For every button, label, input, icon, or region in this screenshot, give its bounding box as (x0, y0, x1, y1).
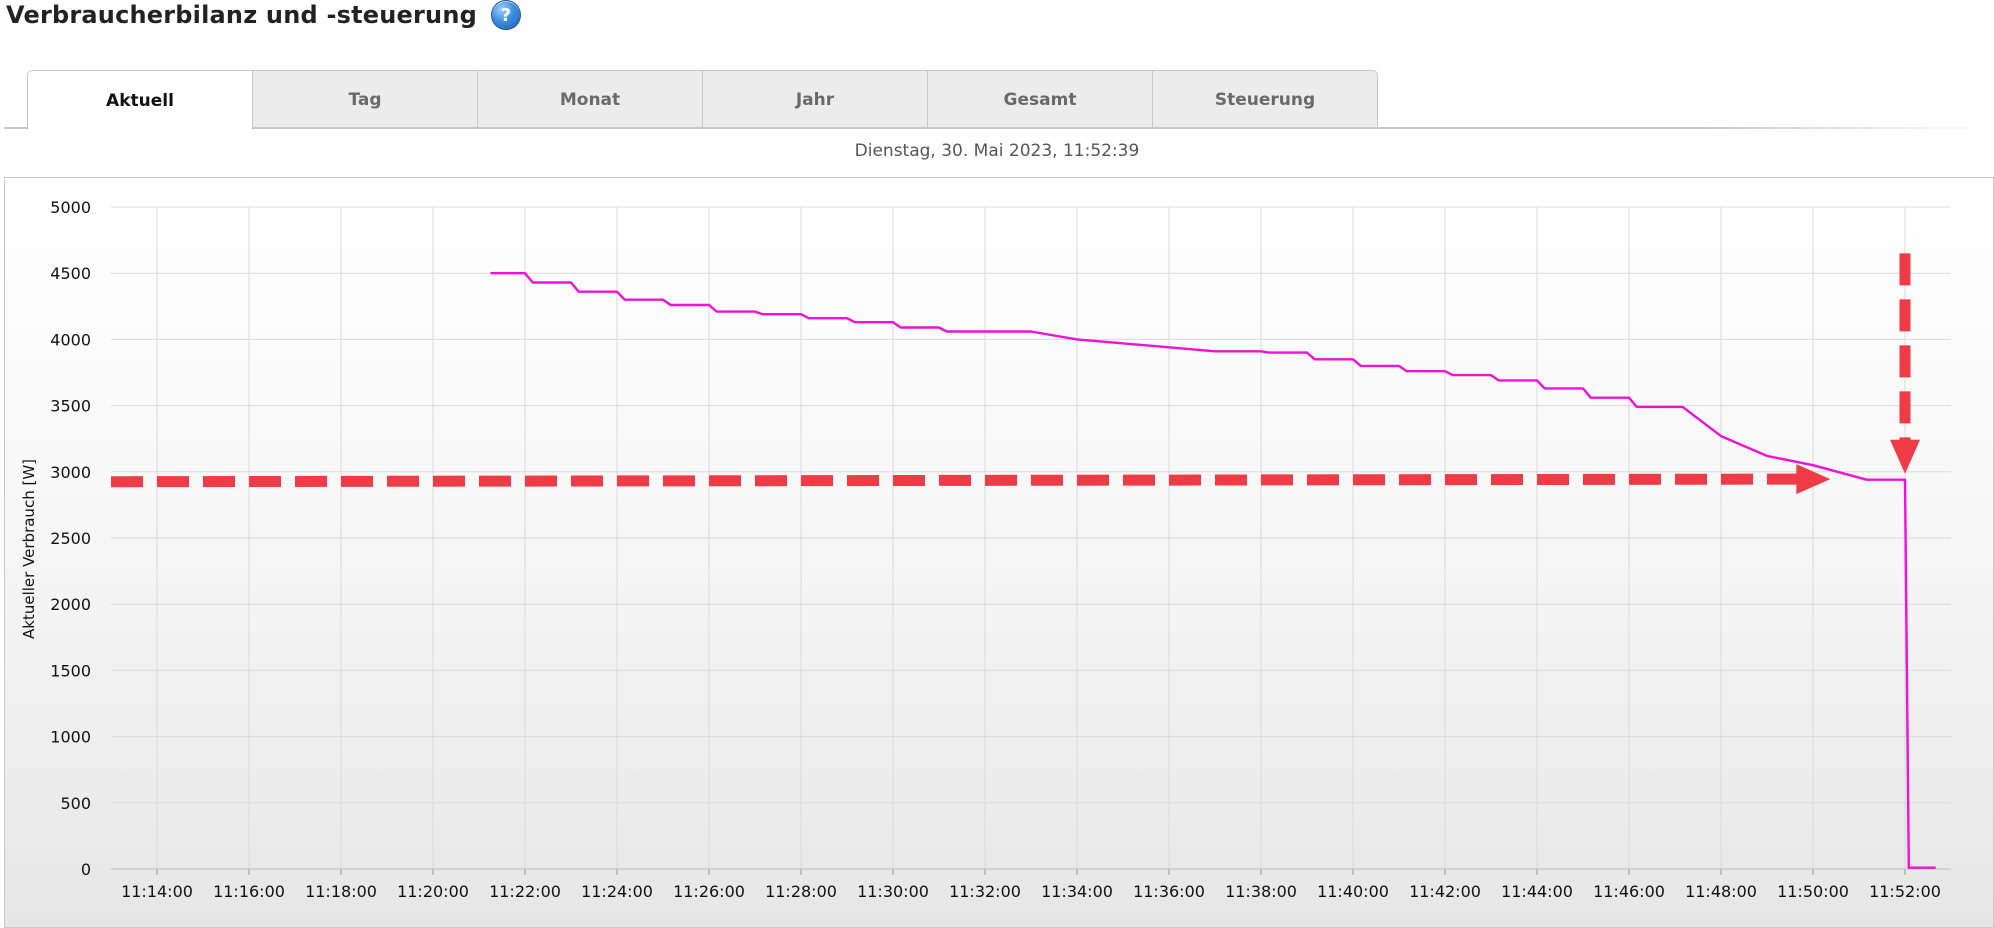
y-tick-label: 0 (81, 860, 91, 879)
axis-layer: 5000450040003500300025002000150010005000… (50, 198, 1951, 901)
y-tick-label: 3500 (50, 397, 91, 416)
x-tick-label: 11:16:00 (213, 882, 285, 901)
x-tick-label: 11:34:00 (1041, 882, 1113, 901)
x-tick-label: 11:44:00 (1501, 882, 1573, 901)
tab-aktuell[interactable]: Aktuell (27, 70, 253, 130)
annotation-layer (110, 253, 1920, 495)
tab-gesamt[interactable]: Gesamt (927, 70, 1153, 128)
dashed-arrow-horizontal (110, 473, 1799, 488)
y-tick-label: 500 (60, 794, 91, 813)
arrow-head-down (1890, 439, 1920, 474)
series-line (490, 271, 1936, 869)
tab-divider (4, 127, 1994, 129)
x-tick-label: 11:36:00 (1133, 882, 1205, 901)
tab-jahr[interactable]: Jahr (702, 70, 928, 128)
x-tick-label: 11:46:00 (1593, 882, 1665, 901)
y-tick-label: 2500 (50, 529, 91, 548)
x-tick-label: 11:32:00 (949, 882, 1021, 901)
x-tick-label: 11:22:00 (489, 882, 561, 901)
x-tick-label: 11:40:00 (1317, 882, 1389, 901)
x-tick-label: 11:14:00 (121, 882, 193, 901)
y-axis-label: Aktueller Verbrauch [W] (20, 459, 38, 639)
x-tick-label: 11:18:00 (305, 882, 377, 901)
help-question-icon[interactable]: ? (491, 0, 521, 30)
datetime-label: Dienstag, 30. Mai 2023, 11:52:39 (854, 141, 1140, 161)
y-tick-label: 1500 (50, 661, 91, 680)
x-tick-label: 11:30:00 (857, 882, 929, 901)
tab-bar: Aktuell Tag Monat Jahr Gesamt Steuerung (27, 70, 1378, 130)
y-tick-label: 3000 (50, 463, 91, 482)
header: Verbraucherbilanz und -steuerung ? (6, 0, 521, 30)
page-title: Verbraucherbilanz und -steuerung (6, 1, 477, 29)
tab-tag[interactable]: Tag (252, 70, 478, 128)
y-tick-label: 4000 (50, 330, 91, 349)
y-tick-label: 4500 (50, 264, 91, 283)
y-tick-label: 2000 (50, 595, 91, 614)
x-tick-label: 11:38:00 (1225, 882, 1297, 901)
arrow-head-right (1796, 464, 1831, 495)
tab-monat[interactable]: Monat (477, 70, 703, 128)
y-tick-label: 5000 (50, 198, 91, 217)
chart-panel: 5000 4500 4000 3500 3000 2500 2000 1500 1000 500 0… (4, 177, 1994, 928)
x-tick-label: 11:48:00 (1685, 882, 1757, 901)
y-tick-label: 1000 (50, 728, 91, 747)
consumption-chart: 5000450040003500300025002000150010005000… (20, 198, 1951, 901)
tab-steuerung[interactable]: Steuerung (1152, 70, 1378, 128)
x-tick-label: 11:26:00 (673, 882, 745, 901)
x-tick-label: 11:52:00 (1869, 882, 1941, 901)
x-tick-label: 11:42:00 (1409, 882, 1481, 901)
series-layer (490, 271, 1936, 869)
x-tick-label: 11:50:00 (1777, 882, 1849, 901)
grid-layer (111, 206, 1951, 870)
x-tick-label: 11:28:00 (765, 882, 837, 901)
x-tick-label: 11:20:00 (397, 882, 469, 901)
x-tick-label: 11:24:00 (581, 882, 653, 901)
